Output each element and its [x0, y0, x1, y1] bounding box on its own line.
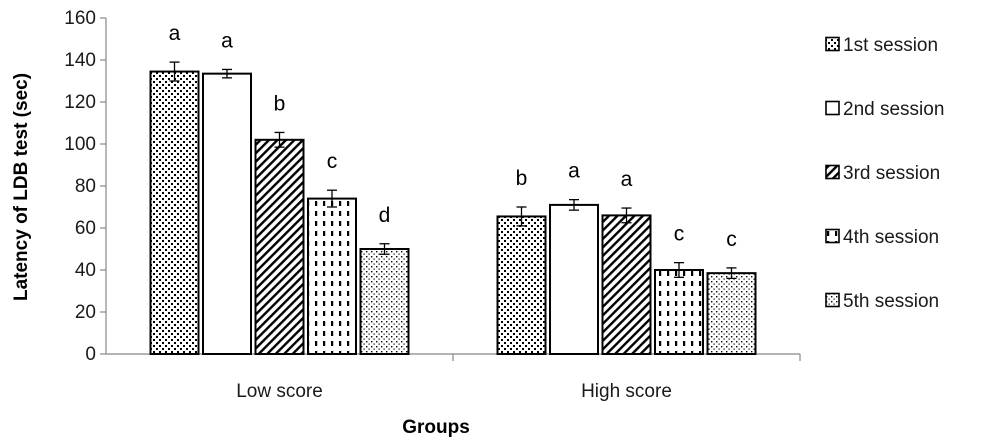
bar — [254, 138, 305, 355]
bar-series-group: a a b c d b a a c c — [149, 22, 757, 356]
bar — [202, 72, 252, 356]
legend-label: 2nd session — [843, 99, 944, 120]
significance-letter: c — [726, 228, 737, 251]
y-tick-label: 160 — [64, 8, 96, 29]
significance-letter: c — [674, 223, 685, 246]
bar — [549, 203, 599, 355]
y-tick-label: 0 — [85, 344, 96, 365]
legend-swatch — [825, 228, 840, 244]
legend-label: 5th session — [843, 291, 939, 312]
x-axis: Low score High score — [106, 353, 801, 402]
y-tick-label: 20 — [75, 302, 96, 323]
significance-letter: a — [169, 22, 181, 45]
y-tick-label: 80 — [75, 176, 96, 197]
legend-swatch — [825, 36, 840, 52]
significance-letter: d — [379, 204, 391, 227]
bar — [149, 70, 200, 356]
y-tick-label: 40 — [75, 260, 96, 281]
y-axis-title: Latency of LDB test (sec) — [11, 73, 32, 301]
bar — [496, 215, 547, 355]
significance-letter: a — [221, 29, 233, 52]
legend-swatch — [825, 292, 840, 308]
significance-letter: a — [621, 168, 633, 191]
legend-label: 1st session — [843, 35, 938, 56]
x-category-label: High score — [581, 381, 672, 402]
significance-letter: a — [568, 160, 580, 183]
y-tick-label: 120 — [64, 92, 96, 113]
bar — [359, 248, 410, 355]
legend-label: 4th session — [843, 227, 939, 248]
legend-swatch — [825, 164, 840, 180]
significance-letter: b — [274, 92, 286, 115]
y-axis: 0 20 40 60 80 100 120 140 160 — [64, 8, 107, 365]
bar — [706, 272, 757, 355]
bar — [654, 269, 704, 355]
legend-swatch — [825, 100, 840, 116]
x-axis-title: Groups — [402, 417, 470, 438]
bar — [307, 197, 357, 355]
legend: 1st session 2nd session 3rd session 4th ses… — [825, 35, 944, 312]
y-tick-label: 140 — [64, 50, 96, 71]
y-tick-label: 60 — [75, 218, 96, 239]
x-category-label: Low score — [236, 381, 323, 402]
significance-letter: c — [327, 150, 338, 173]
bar — [601, 214, 652, 355]
y-tick-label: 100 — [64, 134, 96, 155]
legend-label: 3rd session — [843, 163, 940, 184]
significance-letter: b — [516, 167, 528, 190]
